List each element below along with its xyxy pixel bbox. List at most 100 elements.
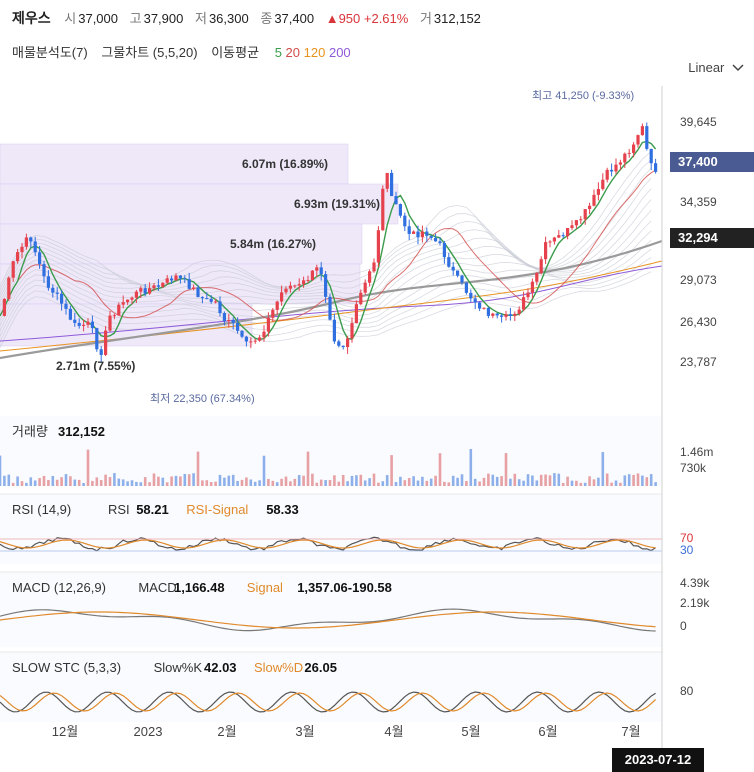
candle-body bbox=[104, 330, 108, 355]
volume-bar bbox=[201, 480, 204, 486]
volume-tick-label: 730k bbox=[680, 461, 707, 475]
volume-bar bbox=[649, 474, 653, 486]
open-value: 37,000 bbox=[78, 11, 118, 26]
series-value-label: 1,166.48 bbox=[174, 580, 225, 595]
close-label: 종 bbox=[260, 11, 273, 26]
candle-body bbox=[438, 241, 442, 244]
volume-bar bbox=[570, 480, 574, 486]
volume-bar bbox=[385, 475, 389, 486]
volume-bar bbox=[460, 474, 464, 486]
volume-bar bbox=[575, 480, 578, 486]
candle-body bbox=[341, 345, 345, 348]
candle-body bbox=[192, 287, 196, 289]
volume-bar bbox=[513, 473, 517, 486]
candle-body bbox=[134, 291, 138, 298]
candle-body bbox=[574, 220, 578, 226]
volume-bar bbox=[126, 481, 129, 486]
candle-body bbox=[16, 252, 20, 262]
candle-body bbox=[407, 226, 411, 234]
volume-profile-band bbox=[0, 143, 349, 185]
volume-bar bbox=[495, 476, 499, 486]
volume-profile-toggle[interactable]: 매물분석도(7) bbox=[12, 45, 88, 60]
volume-bar bbox=[121, 479, 125, 486]
moving-average-toggle[interactable]: 이동평균 5 20 120 200 bbox=[211, 45, 350, 60]
candle-body bbox=[508, 314, 512, 316]
macd-line bbox=[0, 608, 656, 632]
change-value: ▲950 +2.61% bbox=[325, 11, 409, 26]
bollinger-toggle[interactable]: 그물차트 (5,5,20) bbox=[101, 45, 198, 60]
candle-body bbox=[148, 288, 152, 294]
volume-bar bbox=[148, 482, 151, 486]
volume-bar bbox=[539, 474, 543, 486]
ma20-line bbox=[0, 169, 656, 321]
candle-body bbox=[346, 338, 350, 348]
candle-body bbox=[77, 322, 81, 326]
candle-body bbox=[420, 231, 424, 238]
volume-bar bbox=[451, 475, 455, 486]
candle-body bbox=[557, 235, 561, 238]
volume-bar bbox=[240, 479, 244, 486]
candle-body bbox=[412, 231, 416, 234]
candle-body bbox=[416, 231, 420, 238]
scale-mode-label: Linear bbox=[688, 60, 725, 75]
candle-body bbox=[596, 189, 600, 195]
candle-body bbox=[310, 270, 314, 280]
volume-bar bbox=[614, 480, 618, 486]
x-tick-label: 5월 bbox=[461, 724, 480, 739]
volume-value-label: 312,152 bbox=[58, 424, 105, 439]
candle-body bbox=[522, 297, 526, 310]
price-panel: 6.07m (16.89%) 6.93m (19.31%) 5.84m (16.27… bbox=[0, 86, 717, 416]
volume-bar bbox=[377, 482, 380, 486]
volume-bar bbox=[566, 476, 569, 486]
series-value-label: 58.21 bbox=[136, 502, 169, 517]
volume-bar bbox=[421, 476, 424, 486]
candle-body bbox=[117, 304, 121, 316]
volume-bar bbox=[478, 481, 481, 486]
stock-name[interactable]: 제우스 bbox=[12, 10, 51, 26]
candle-body bbox=[214, 301, 218, 303]
candle-body bbox=[645, 126, 649, 149]
indicator-title: MACD (12,26,9) bbox=[12, 580, 106, 595]
candle-body bbox=[139, 288, 143, 292]
indicator-toggles: 매물분석도(7) 그물차트 (5,5,20) 이동평균 5 20 120 200 bbox=[12, 42, 361, 61]
volume-bar bbox=[223, 477, 226, 486]
candle-body bbox=[253, 340, 257, 342]
candle-body bbox=[187, 279, 191, 289]
volume-bar bbox=[214, 481, 217, 486]
volume-bar bbox=[632, 474, 635, 486]
candle-body bbox=[284, 288, 288, 293]
candle-body bbox=[209, 298, 213, 302]
slow-d-line bbox=[0, 692, 657, 712]
volume-bar bbox=[196, 451, 200, 486]
volume-bar bbox=[86, 449, 90, 486]
candle-body bbox=[266, 317, 270, 332]
candle-body bbox=[11, 261, 15, 278]
volume-bar bbox=[218, 474, 222, 486]
volume-bar bbox=[179, 476, 182, 486]
candle-body bbox=[451, 266, 455, 271]
volume-bar bbox=[482, 477, 486, 486]
x-tick-label: 2023 bbox=[134, 724, 163, 739]
low-label: 저 bbox=[194, 11, 207, 26]
high-value: 37,900 bbox=[143, 11, 184, 26]
open-label: 시 bbox=[64, 11, 77, 26]
series-name-label: RSI-Signal bbox=[186, 502, 248, 517]
candle-body bbox=[38, 252, 42, 265]
stock-chart[interactable]: 6.07m (16.89%) 6.93m (19.31%) 5.84m (16.27… bbox=[0, 86, 754, 772]
candle-body bbox=[90, 321, 94, 329]
volume-bar bbox=[284, 476, 288, 486]
volume-bar bbox=[139, 482, 143, 486]
volume-bar bbox=[236, 480, 239, 486]
candle-body bbox=[231, 319, 235, 323]
bollinger-web-line bbox=[0, 248, 652, 332]
candle-body bbox=[517, 309, 521, 314]
candle-body bbox=[20, 246, 24, 253]
ma120-label: 120 bbox=[303, 45, 326, 60]
scale-mode-select[interactable]: Linear bbox=[688, 60, 744, 75]
ma5-line bbox=[0, 140, 657, 341]
volume-bar bbox=[306, 451, 310, 486]
candle-body bbox=[86, 321, 90, 325]
volume-value: 312,152 bbox=[433, 11, 481, 26]
volume-bar bbox=[55, 479, 59, 486]
volume-label: 거 bbox=[419, 11, 432, 26]
